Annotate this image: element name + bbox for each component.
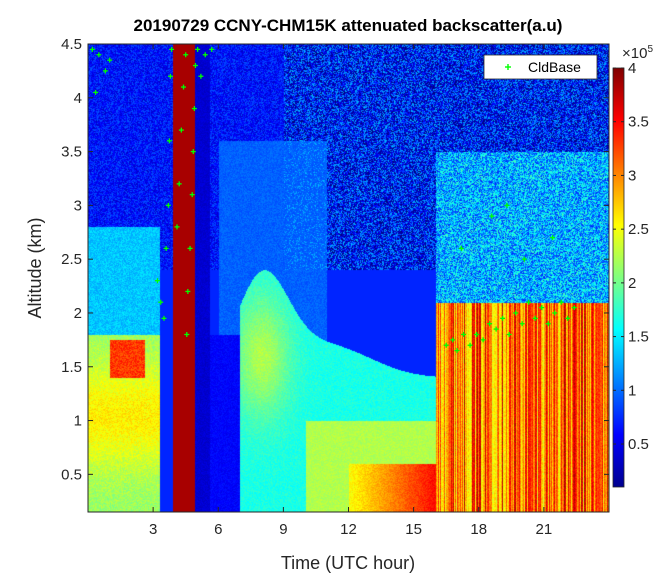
x-tick-label: 12 <box>340 521 357 538</box>
cloud-base-point <box>198 73 204 79</box>
colorbar-tick-label: 4 <box>628 60 636 77</box>
y-tick-label: 0.5 <box>61 466 82 483</box>
cloud-base-point <box>545 321 551 327</box>
colorbar-tick-label: 1.5 <box>628 329 649 346</box>
cloud-base-point <box>192 63 198 69</box>
y-axis-label: Altitude (km) <box>25 217 45 318</box>
cloud-base-point <box>450 337 456 343</box>
x-axis-label: Time (UTC hour) <box>281 553 415 573</box>
cloud-base-point <box>107 57 113 63</box>
cloud-base-point <box>154 278 160 284</box>
cloud-base-point <box>169 46 175 52</box>
legend-entry-cldbase: CldBase <box>528 59 581 75</box>
cloud-base-point <box>167 73 173 79</box>
y-tick-label: 4.5 <box>61 36 82 53</box>
cloud-base-point <box>163 245 169 251</box>
cloud-base-point <box>184 331 190 337</box>
cloud-base-point <box>190 149 196 155</box>
colorbar-multiplier-base: ×10 <box>622 45 647 62</box>
cloud-base-series <box>89 46 577 354</box>
cloud-base-point <box>89 46 95 52</box>
y-tick-label: 3 <box>74 197 82 214</box>
cloud-base-point <box>195 46 201 52</box>
cloud-base-point <box>500 315 506 321</box>
y-tick-label: 3.5 <box>61 144 82 161</box>
cloud-base-point <box>158 299 164 305</box>
colorbar <box>612 67 625 488</box>
chart-title: 20190729 CCNY-CHM15K attenuated backscat… <box>134 16 563 35</box>
cloud-base-point <box>191 106 197 112</box>
y-tick-label: 4 <box>74 90 82 107</box>
y-tick-label: 2.5 <box>61 251 82 268</box>
colorbar-tick-label: 0.5 <box>628 436 649 453</box>
x-tick-label: 9 <box>279 521 287 538</box>
legend-marker <box>505 64 511 70</box>
cloud-base-point <box>96 52 102 58</box>
cloud-base-point <box>519 321 525 327</box>
cloud-base-point <box>532 315 538 321</box>
cloud-base-point <box>443 342 449 348</box>
cloud-base-point <box>176 181 182 187</box>
cloud-base-point <box>474 331 480 337</box>
cloud-base-point <box>461 331 467 337</box>
cloud-base-point <box>209 46 215 52</box>
cloud-base-point <box>504 202 510 208</box>
cloud-base-point <box>161 315 167 321</box>
x-tick-label: 21 <box>536 521 553 538</box>
y-tick-label: 1 <box>74 413 82 430</box>
cloud-base-point <box>480 337 486 343</box>
plot-axes-frame <box>87 43 610 513</box>
cloud-base-point <box>558 299 564 305</box>
x-tick-label: 18 <box>470 521 487 538</box>
cloud-base-point <box>183 52 189 58</box>
cloud-base-point <box>526 299 532 305</box>
cloud-base-point <box>550 235 556 241</box>
cloud-base-point <box>187 245 193 251</box>
cloud-base-point <box>454 348 460 354</box>
x-axis: 3 6 9 12 15 18 21 <box>149 44 552 538</box>
colorbar-tick-label: 3.5 <box>628 114 649 131</box>
cloud-base-point <box>539 305 545 311</box>
cloud-base-point <box>513 310 519 316</box>
cloud-base-point <box>521 256 527 262</box>
y-tick-label: 2 <box>74 305 82 322</box>
legend: CldBase <box>483 54 598 80</box>
cloud-base-point <box>174 224 180 230</box>
cloud-base-point <box>489 213 495 219</box>
colorbar-tick-label: 1 <box>628 382 636 399</box>
colorbar-tick-label: 2.5 <box>628 221 649 238</box>
cloud-base-point <box>178 127 184 133</box>
x-tick-label: 3 <box>149 521 157 538</box>
cloud-base-point <box>165 202 171 208</box>
cloud-base-point <box>166 138 172 144</box>
colorbar-tick-label: 2 <box>628 275 636 292</box>
colorbar-multiplier: ×105 <box>622 44 653 62</box>
cloud-base-point <box>493 326 499 332</box>
cloud-base-point <box>506 331 512 337</box>
cloud-base-point <box>93 89 99 95</box>
colorbar-ticks: 0.5 1 1.5 2 2.5 3 3.5 4 <box>613 60 649 453</box>
cloud-base-point <box>487 321 493 327</box>
colorbar-multiplier-exponent: 5 <box>647 44 653 55</box>
cloud-base-point <box>571 305 577 311</box>
cloud-base-point <box>458 245 464 251</box>
y-tick-label: 1.5 <box>61 359 82 376</box>
cloud-base-point <box>565 315 571 321</box>
backscatter-heatmap <box>88 44 609 512</box>
cloud-base-point <box>202 52 208 58</box>
colorbar-tick-label: 3 <box>628 167 636 184</box>
cloud-base-point <box>189 192 195 198</box>
cloud-base-point <box>181 84 187 90</box>
x-tick-label: 6 <box>214 521 222 538</box>
cloud-base-point <box>467 342 473 348</box>
cloud-base-point <box>185 288 191 294</box>
cloud-base-point <box>552 310 558 316</box>
x-tick-label: 15 <box>405 521 422 538</box>
y-axis: 0.5 1 1.5 2 2.5 3 3.5 4 4.5 <box>61 36 609 483</box>
legend-box <box>483 54 598 80</box>
cloud-base-point <box>102 68 108 74</box>
